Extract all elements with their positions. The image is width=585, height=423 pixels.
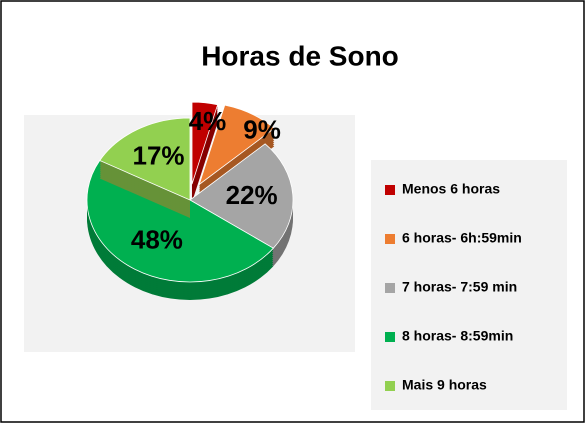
legend-area — [371, 160, 567, 410]
slice-top — [191, 101, 219, 185]
legend-label: 6 horas- 6h:59min — [402, 230, 522, 246]
slice — [99, 117, 191, 218]
slice-top — [189, 143, 294, 249]
data-label: 17% — [133, 141, 185, 171]
legend-label: Menos 6 horas — [402, 181, 500, 197]
legend-label: 8 horas- 8:59min — [402, 328, 513, 344]
slice — [86, 159, 274, 300]
legend-label: 7 horas- 7:59 min — [402, 279, 517, 295]
data-label: 4% — [189, 106, 227, 136]
data-label: 48% — [131, 224, 183, 254]
data-label: 22% — [226, 180, 278, 210]
legend-marker — [385, 381, 395, 391]
legend-marker — [385, 234, 395, 244]
legend-label: Mais 9 horas — [402, 377, 487, 393]
legend-marker — [385, 185, 395, 195]
legend-marker — [385, 332, 395, 342]
chart-title: Horas de Sono — [201, 40, 399, 71]
slice — [189, 143, 294, 267]
slice-top — [198, 104, 275, 186]
slice-top — [99, 117, 191, 201]
slice — [191, 101, 219, 203]
legend-marker — [385, 283, 395, 293]
data-label: 9% — [243, 114, 281, 144]
